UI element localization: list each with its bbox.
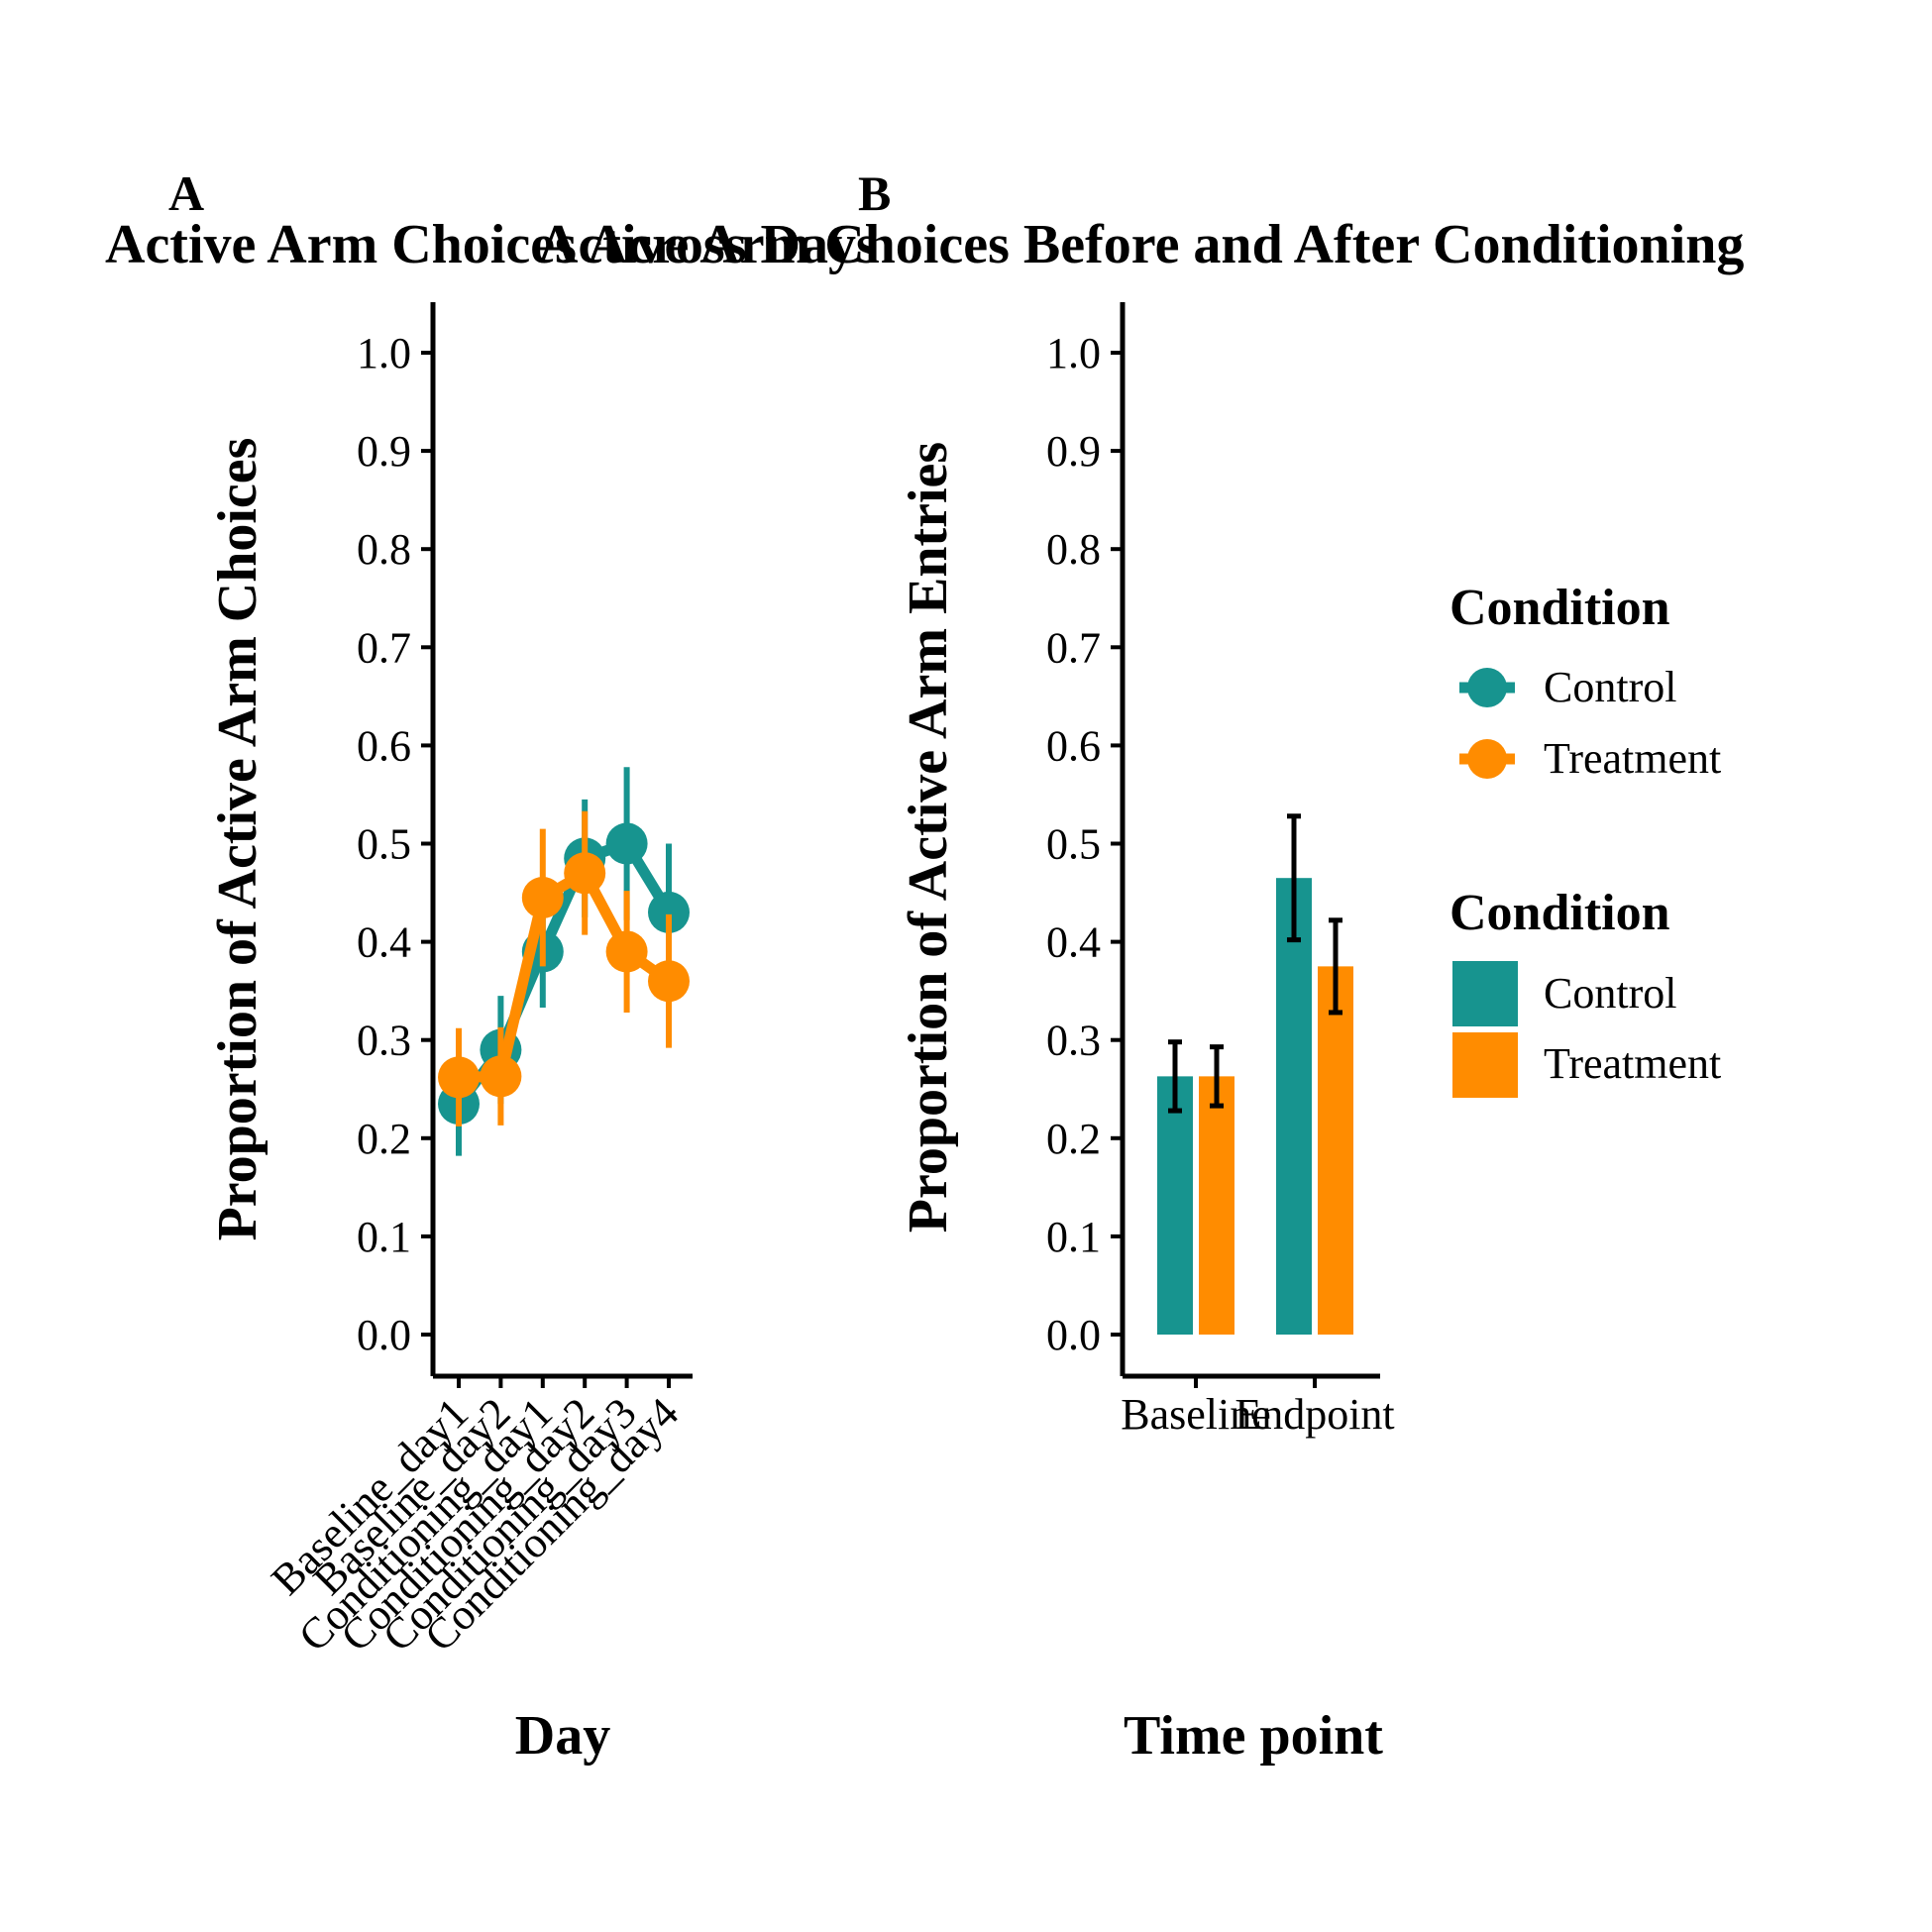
panel-a-ytick-label: 0.8 — [357, 525, 411, 574]
panel-a-ytick-label: 1.0 — [357, 329, 411, 377]
panel-a-x-label: Day — [515, 1705, 610, 1767]
panel-b-ytick-label: 0.1 — [1046, 1213, 1101, 1261]
panel-b-ytick-label: 0.7 — [1046, 623, 1101, 672]
panel-a-ytick-label: 0.2 — [357, 1115, 411, 1163]
legend-2-key-treatment — [1452, 1032, 1518, 1098]
panel-a-ytick-label: 0.4 — [357, 918, 411, 967]
legend-2-label-control: Control — [1544, 969, 1676, 1018]
panel-b-ytick-label: 0.4 — [1046, 918, 1101, 967]
panel-b-ytick-label: 0.6 — [1046, 721, 1101, 770]
panel-b-bar-treatment — [1199, 1076, 1234, 1335]
legend-1-key-treatment-point — [1467, 739, 1507, 779]
panel-b-ytick-label: 0.2 — [1046, 1115, 1101, 1163]
panel-a-point-treatment — [605, 930, 648, 973]
panel-b-bar-treatment — [1318, 966, 1353, 1335]
panel-a-point-treatment — [480, 1055, 522, 1098]
legend-1-label-treatment: Treatment — [1544, 734, 1721, 783]
panel-a-point-treatment — [648, 960, 690, 1003]
legend-point-line: Condition Control Treatment — [1449, 580, 1721, 783]
panel-a-point-treatment — [564, 852, 606, 895]
panel-a-ytick-label: 0.5 — [357, 820, 411, 869]
panel-a-point-treatment — [521, 877, 564, 919]
panel-a-point-control — [648, 891, 690, 933]
legend-2-label-treatment: Treatment — [1544, 1039, 1721, 1088]
legend-1-label-control: Control — [1544, 663, 1676, 711]
panel-a-ytick-label: 0.7 — [357, 623, 411, 672]
panel-a-ytick-label: 0.6 — [357, 721, 411, 770]
panel-a-point-control — [605, 822, 648, 865]
panel-b-xtick-label: Baseline — [1121, 1390, 1271, 1439]
legend-1-title: Condition — [1449, 580, 1670, 636]
panel-b-bar-control — [1157, 1076, 1193, 1335]
panel-a-ytick-label: 0.3 — [357, 1017, 411, 1065]
legend-1-key-control-point — [1467, 668, 1507, 707]
panel-a-letter: A — [168, 165, 204, 221]
legend-1-key-treatment — [1459, 739, 1515, 779]
panel-b-ytick-label: 0.0 — [1046, 1311, 1101, 1359]
panel-b-ytick-label: 1.0 — [1046, 329, 1101, 377]
legend-fill: Condition Control Treatment — [1449, 885, 1721, 1098]
panel-b-ytick-label: 0.8 — [1046, 525, 1101, 574]
legend-2-key-control — [1452, 961, 1518, 1026]
panel-a-ytick-label: 0.9 — [357, 427, 411, 476]
panel-b-y-label: Proportion of Active Arm Entries — [898, 442, 959, 1233]
panel-b-ytick-label: 0.3 — [1046, 1017, 1101, 1065]
panel-a-ytick-label: 0.0 — [357, 1311, 411, 1359]
panel-a-y-label: Proportion of Active Arm Choices — [207, 438, 268, 1241]
panel-b-x-label: Time point — [1124, 1705, 1383, 1767]
panel-b-xtick-label: Endpoint — [1234, 1390, 1394, 1439]
panel-b-letter: B — [858, 165, 891, 221]
panel-a-point-treatment — [438, 1056, 480, 1099]
panel-b-bar-control — [1276, 878, 1312, 1335]
panel-b-plot: 0.0 0.1 0.2 0.3 0.4 0.5 0.6 0.7 0.8 0.9 1.0 Baseli… — [1046, 302, 1395, 1439]
legend-1-key-control — [1459, 668, 1515, 707]
panel-a-ytick-label: 0.1 — [357, 1213, 411, 1261]
panel-a-title: Active Arm Choices Across Days — [105, 214, 878, 275]
panel-a-plot: 0.00.10.20.30.40.50.60.70.80.91.0 Baseli… — [262, 302, 693, 1661]
panel-b-ytick-label: 0.5 — [1046, 820, 1101, 869]
legend-2-title: Condition — [1449, 885, 1670, 941]
panel-b-title: Active Arm Choices Before and After Cond… — [538, 214, 1744, 275]
panel-b-ytick-label: 0.9 — [1046, 427, 1101, 476]
